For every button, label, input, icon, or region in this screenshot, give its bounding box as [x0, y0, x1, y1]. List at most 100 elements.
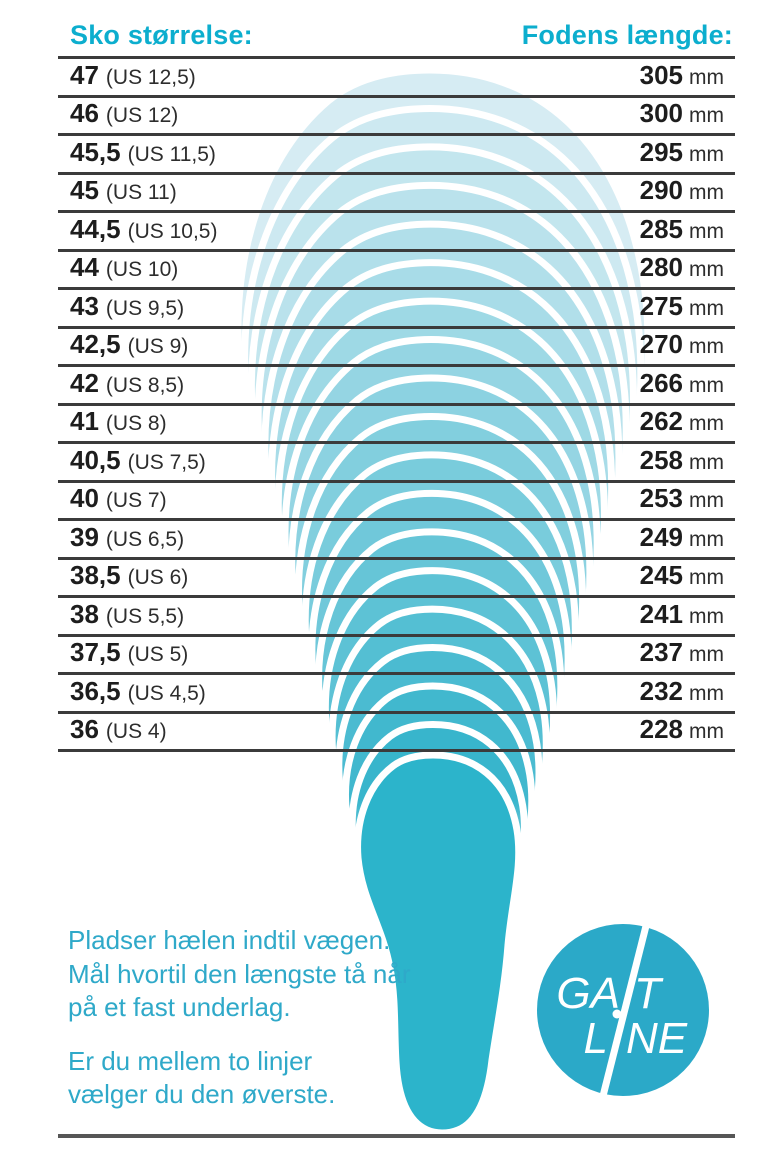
shoe-size-cell: 45,5 (US 11,5) — [70, 137, 216, 168]
us-size: (US 10) — [105, 258, 179, 282]
eu-size: 47 — [70, 59, 99, 90]
eu-size: 44 — [70, 252, 99, 283]
foot-length-value: 305 — [639, 59, 683, 90]
foot-length-value: 270 — [639, 329, 683, 360]
unit-label: mm — [689, 373, 724, 397]
shoe-size-cell: 36 (US 4) — [70, 714, 167, 745]
shoe-size-cell: 36,5 (US 4,5) — [70, 676, 206, 707]
us-size: (US 4) — [105, 720, 167, 744]
us-size: (US 6,5) — [105, 527, 185, 551]
size-row: 40 (US 7) 253 mm — [58, 483, 735, 521]
shoe-size-cell: 44,5 (US 10,5) — [70, 214, 217, 245]
eu-size: 38 — [70, 598, 99, 629]
size-row: 41 (US 8) 262 mm — [58, 406, 735, 444]
unit-label: mm — [689, 489, 724, 513]
eu-size: 42 — [70, 367, 99, 398]
size-row: 38 (US 5,5) 241 mm — [58, 598, 735, 637]
foot-length-cell: 262 mm — [640, 406, 724, 437]
us-size: (US 6) — [127, 566, 189, 590]
foot-length-value: 295 — [639, 136, 683, 167]
shoe-size-cell: 41 (US 8) — [70, 406, 167, 437]
shoe-size-cell: 46 (US 12) — [70, 98, 178, 129]
eu-size: 37,5 — [70, 637, 121, 668]
eu-size: 44,5 — [70, 213, 121, 244]
shoe-size-cell: 42 (US 8,5) — [70, 368, 184, 399]
foot-length-value: 237 — [639, 637, 683, 668]
measuring-instructions: Pladser hælen indtil vægen. Mål hvortil … — [68, 924, 411, 1112]
logo-text-l: L — [584, 1014, 608, 1063]
eu-size: 40,5 — [70, 444, 121, 475]
instruction-paragraph-2: Er du mellem to linjer vælger du den øve… — [68, 1045, 411, 1112]
foot-length-value: 241 — [639, 598, 683, 629]
foot-length-cell: 290 mm — [640, 175, 724, 206]
shoe-size-cell: 37,5 (US 5) — [70, 637, 188, 668]
size-row: 36 (US 4) 228 mm — [58, 714, 735, 752]
column-header-shoe-size: Sko størrelse: — [70, 20, 253, 50]
size-row: 42 (US 8,5) 266 mm — [58, 367, 735, 406]
unit-label: mm — [689, 142, 724, 166]
size-row: 37,5 (US 5) 237 mm — [58, 637, 735, 675]
eu-size: 41 — [70, 406, 99, 437]
unit-label: mm — [689, 643, 724, 667]
eu-size: 40 — [70, 483, 99, 514]
us-size: (US 10,5) — [127, 219, 218, 243]
foot-length-cell: 253 mm — [640, 483, 724, 514]
instruction-paragraph-1: Pladser hælen indtil vægen. Mål hvortil … — [68, 924, 411, 1025]
us-size: (US 9) — [127, 335, 189, 359]
foot-length-value: 245 — [639, 560, 683, 591]
logo-text-ga: GA — [556, 969, 620, 1018]
foot-length-value: 258 — [639, 444, 683, 475]
unit-label: mm — [689, 65, 724, 89]
us-size: (US 9,5) — [105, 296, 185, 320]
foot-length-value: 275 — [639, 290, 683, 321]
foot-length-value: 300 — [639, 98, 683, 129]
eu-size: 46 — [70, 98, 99, 129]
logo-i-dot — [612, 1009, 622, 1019]
us-size: (US 11) — [105, 181, 177, 205]
unit-label: mm — [689, 181, 724, 205]
size-row: 36,5 (US 4,5) 232 mm — [58, 675, 735, 714]
instruction-line: Mål hvortil den længste tå når — [68, 958, 411, 989]
eu-size: 36 — [70, 714, 99, 745]
foot-length-cell: 285 mm — [640, 214, 724, 245]
us-size: (US 4,5) — [127, 681, 206, 705]
shoe-size-cell: 40,5 (US 7,5) — [70, 445, 206, 476]
foot-length-cell: 241 mm — [640, 599, 724, 630]
logo-slash-i — [599, 925, 650, 1097]
eu-size: 42,5 — [70, 329, 121, 360]
size-row: 45,5 (US 11,5) 295 mm — [58, 136, 735, 175]
shoe-size-cell: 44 (US 10) — [70, 252, 178, 283]
logo-text-t: T — [634, 969, 664, 1018]
foot-length-value: 228 — [639, 714, 683, 745]
us-size: (US 5) — [127, 643, 189, 667]
unit-label: mm — [689, 296, 724, 320]
foot-length-value: 249 — [639, 521, 683, 552]
foot-length-cell: 295 mm — [640, 137, 724, 168]
unit-label: mm — [689, 450, 724, 474]
instruction-line: Er du mellem to linjer — [68, 1045, 313, 1076]
foot-length-value: 262 — [639, 406, 683, 437]
unit-label: mm — [689, 604, 724, 628]
us-size: (US 7,5) — [127, 450, 206, 474]
foot-length-cell: 305 mm — [640, 60, 724, 91]
foot-length-cell: 258 mm — [640, 445, 724, 476]
size-row: 46 (US 12) 300 mm — [58, 98, 735, 136]
shoe-size-cell: 38 (US 5,5) — [70, 599, 184, 630]
shoe-size-cell: 45 (US 11) — [70, 175, 177, 206]
size-row: 44 (US 10) 280 mm — [58, 252, 735, 290]
logo-circle — [537, 924, 709, 1096]
foot-length-cell: 266 mm — [640, 368, 724, 399]
foot-length-cell: 249 mm — [640, 522, 724, 553]
size-row: 40,5 (US 7,5) 258 mm — [58, 444, 735, 483]
us-size: (US 8) — [105, 412, 167, 436]
foot-length-cell: 270 mm — [640, 329, 724, 360]
shoe-size-cell: 42,5 (US 9) — [70, 329, 188, 360]
foot-length-cell: 280 mm — [640, 252, 724, 283]
foot-length-cell: 228 mm — [640, 714, 724, 745]
size-row: 42,5 (US 9) 270 mm — [58, 329, 735, 367]
unit-label: mm — [689, 258, 724, 282]
foot-length-value: 253 — [639, 483, 683, 514]
foot-length-value: 280 — [639, 252, 683, 283]
table-header: Sko størrelse: Fodens længde: — [58, 20, 735, 51]
foot-length-cell: 275 mm — [640, 291, 724, 322]
